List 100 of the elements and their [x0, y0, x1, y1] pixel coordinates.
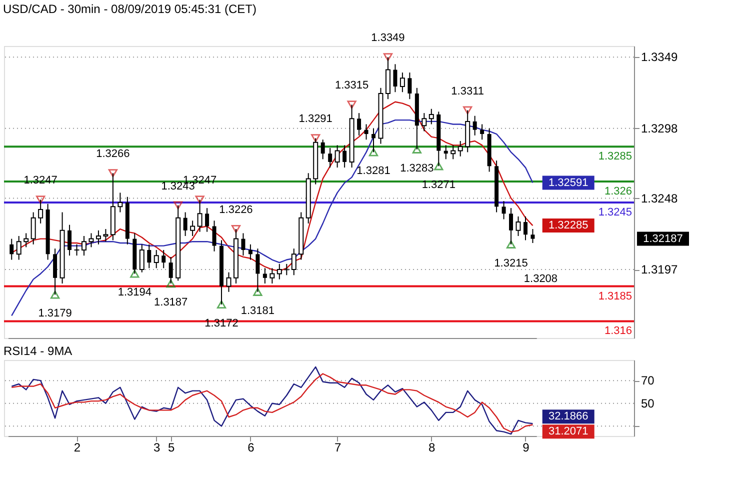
candlestick: [212, 220, 216, 252]
candlestick: [334, 144, 340, 168]
y-tick-label: 1.3298: [641, 121, 678, 136]
candlestick: [509, 208, 514, 245]
data-label: 1.3179: [38, 308, 72, 320]
data-label: 1.3271: [422, 179, 456, 192]
candlestick: [450, 144, 456, 160]
candlestick: [428, 108, 434, 125]
point: [253, 288, 262, 296]
candlestick: [38, 199, 44, 224]
candlestick: [147, 244, 152, 269]
chart-title: USD/CAD - 30min - 08/09/2019 05:45:31 (CET): [3, 2, 256, 16]
data-label: 31.2071: [548, 426, 588, 438]
point: [347, 100, 356, 109]
point: [166, 279, 176, 288]
candlestick: [226, 272, 232, 292]
candlestick: [205, 208, 210, 232]
point: [368, 148, 378, 156]
candlestick: [502, 200, 506, 220]
chart-title: RSI14 - 9MA: [4, 344, 72, 358]
data-label: 1.3315: [334, 80, 369, 92]
candlestick: [68, 224, 72, 256]
data-label: 1.3283: [400, 162, 434, 174]
point: [36, 196, 46, 204]
candlestick: [364, 124, 368, 140]
y-tick-label: 70: [641, 374, 655, 388]
candlestick: [400, 72, 405, 93]
candlestick: [88, 232, 94, 248]
data-label: 1.3349: [371, 32, 405, 44]
candlestick: [284, 263, 290, 276]
data-label: 1.3226: [219, 204, 253, 216]
candlestick: [118, 192, 123, 213]
ref-line-label: 1.316: [604, 325, 632, 338]
point: [50, 290, 60, 299]
candlestick: [516, 216, 521, 237]
candlestick: [190, 220, 196, 237]
candlestick: [162, 249, 166, 269]
candlestick: [357, 112, 362, 136]
candlestick: [241, 232, 246, 256]
point: [231, 224, 241, 234]
x-tick-label: 5: [168, 440, 176, 454]
data-label: 1.3187: [154, 296, 188, 309]
point: [506, 240, 516, 248]
candlestick: [168, 256, 173, 284]
candlestick: [81, 236, 86, 256]
ref-line-label: 1.326: [604, 186, 632, 198]
candlestick: [270, 268, 275, 284]
candlestick: [248, 244, 252, 260]
candlestick: [256, 248, 260, 292]
candlestick: [480, 124, 484, 140]
y-tick-label: 1.3197: [641, 262, 678, 277]
x-tick-label: 3: [154, 440, 161, 454]
x-tick-label: 8: [428, 440, 436, 454]
ref-line-label: 1.3285: [598, 150, 632, 163]
point: [195, 196, 204, 204]
ref-line-label: 1.3185: [598, 290, 632, 302]
point: [412, 145, 422, 154]
data-label: 32.1866: [548, 410, 588, 423]
candlestick: [530, 228, 535, 244]
data-label: 1.3281: [356, 165, 390, 178]
data-label: 1.32591: [548, 176, 588, 189]
candlestick: [10, 238, 14, 260]
candlestick: [458, 140, 463, 157]
candlestick: [472, 115, 477, 136]
candlestick: [320, 139, 325, 160]
point: [383, 53, 393, 62]
candlestick: [183, 212, 188, 237]
candlestick: [291, 248, 296, 276]
point: [130, 270, 140, 278]
candlestick: [16, 236, 22, 260]
candlestick: [24, 232, 29, 248]
candlestick: [103, 228, 108, 242]
candlestick: [276, 263, 282, 280]
candlestick: [96, 230, 101, 245]
candlestick: [262, 268, 267, 284]
candlestick: [342, 144, 347, 168]
data-label: 1.3194: [118, 286, 152, 299]
candlestick: [74, 244, 80, 256]
candlestick: [393, 64, 398, 93]
text: 1.32187: [643, 232, 683, 245]
data-label: 1.3266: [96, 148, 130, 160]
point: [108, 169, 118, 178]
candlestick: [523, 216, 528, 241]
point: [311, 134, 320, 142]
candlestick: [30, 212, 36, 245]
data-label: 1.3181: [240, 304, 275, 317]
point: [463, 106, 472, 114]
data-label: 1.3311: [451, 85, 484, 98]
point: [216, 300, 226, 309]
x-tick-label: 7: [334, 440, 342, 454]
data-label: 1.3215: [494, 257, 528, 270]
point: [434, 162, 444, 170]
x-tick-label: 6: [248, 440, 255, 454]
data-label: 1.3291: [298, 113, 332, 126]
candlestick: [53, 248, 58, 296]
point: [174, 201, 183, 210]
y-tick-label: 1.3349: [641, 50, 678, 64]
y-tick-label: 1.3248: [641, 191, 678, 206]
ref-line-label: 1.3245: [598, 206, 632, 218]
candlestick: [154, 249, 159, 269]
